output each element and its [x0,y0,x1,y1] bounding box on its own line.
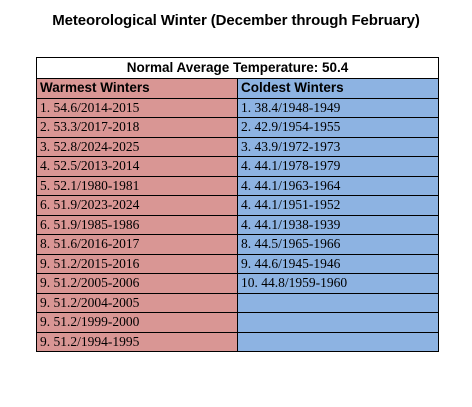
coldest-winter-cell [237,292,439,313]
table-row: 2. 53.3/2017-2018 2. 42.9/1954-1955 [36,117,439,138]
warmest-winter-cell: 9. 51.2/2004-2005 [36,292,238,313]
warmest-winter-cell: 3. 52.8/2024-2025 [36,136,238,157]
normal-temperature-row: Normal Average Temperature: 50.4 [36,57,439,79]
coldest-winter-cell: 4. 44.1/1963-1964 [237,175,439,196]
coldest-winter-cell: 1. 38.4/1948-1949 [237,97,439,118]
coldest-winter-cell: 10. 44.8/1959-1960 [237,273,439,294]
table-row: 4. 52.5/2013-2014 4. 44.1/1978-1979 [36,156,439,177]
record-rows: 1. 54.6/2014-2015 1. 38.4/1948-1949 2. 53.… [36,97,439,352]
table-row: 9. 51.2/1994-1995 [36,331,439,352]
warmest-winters-header: Warmest Winters [36,78,238,99]
warmest-winter-cell: 9. 51.2/1999-2000 [36,312,238,333]
warmest-winter-cell: 9. 51.2/2005-2006 [36,273,238,294]
warmest-winter-cell: 4. 52.5/2013-2014 [36,156,238,177]
table-row: 5. 52.1/1980-1981 4. 44.1/1963-1964 [36,175,439,196]
column-header-row: Warmest Winters Coldest Winters [36,78,439,99]
warmest-winter-cell: 6. 51.9/1985-1986 [36,214,238,235]
table-row: 9. 51.2/2004-2005 [36,292,439,313]
table-row: 8. 51.6/2016-2017 8. 44.5/1965-1966 [36,234,439,255]
warmest-winter-cell: 9. 51.2/1994-1995 [36,331,238,352]
normal-temperature-label: Normal Average Temperature: 50.4 [36,57,439,79]
coldest-winter-cell: 3. 43.9/1972-1973 [237,136,439,157]
table-row: 9. 51.2/2005-2006 10. 44.8/1959-1960 [36,273,439,294]
coldest-winter-cell [237,331,439,352]
table-row: 6. 51.9/2023-2024 4. 44.1/1951-1952 [36,195,439,216]
warmest-winter-cell: 6. 51.9/2023-2024 [36,195,238,216]
coldest-winter-cell: 8. 44.5/1965-1966 [237,234,439,255]
table-row: 9. 51.2/2015-2016 9. 44.6/1945-1946 [36,253,439,274]
page-title: Meteorological Winter (December through … [52,12,420,29]
table-row: 6. 51.9/1985-1986 4. 44.1/1938-1939 [36,214,439,235]
coldest-winter-cell: 4. 44.1/1978-1979 [237,156,439,177]
warmest-winter-cell: 8. 51.6/2016-2017 [36,234,238,255]
table-row: 9. 51.2/1999-2000 [36,312,439,333]
table-row: 3. 52.8/2024-2025 3. 43.9/1972-1973 [36,136,439,157]
warmest-winter-cell: 5. 52.1/1980-1981 [36,175,238,196]
coldest-winter-cell: 4. 44.1/1951-1952 [237,195,439,216]
coldest-winter-cell: 4. 44.1/1938-1939 [237,214,439,235]
table-row: 1. 54.6/2014-2015 1. 38.4/1948-1949 [36,97,439,118]
coldest-winter-cell: 9. 44.6/1945-1946 [237,253,439,274]
warmest-winter-cell: 1. 54.6/2014-2015 [36,97,238,118]
warmest-winter-cell: 9. 51.2/2015-2016 [36,253,238,274]
coldest-winter-cell [237,312,439,333]
warmest-winter-cell: 2. 53.3/2017-2018 [36,117,238,138]
coldest-winter-cell: 2. 42.9/1954-1955 [237,117,439,138]
coldest-winters-header: Coldest Winters [237,78,439,99]
winter-records-table: Normal Average Temperature: 50.4 Warmest… [36,57,439,352]
